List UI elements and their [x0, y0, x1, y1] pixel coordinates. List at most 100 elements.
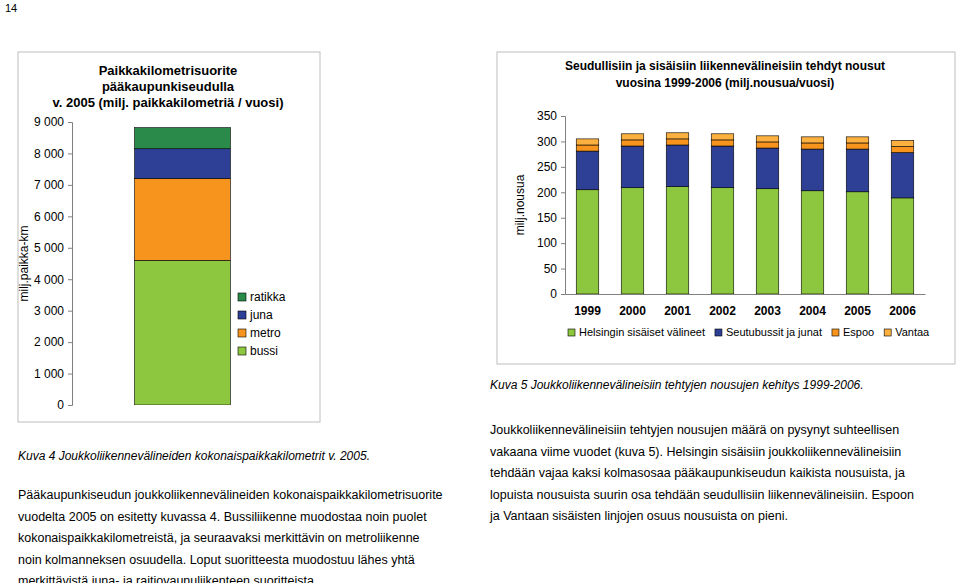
- bar: [576, 190, 599, 294]
- tick-mark: [68, 374, 72, 375]
- y-tick-label: 5 000: [34, 241, 64, 255]
- y-axis-title: milj.nousua: [513, 174, 527, 235]
- bar: [576, 151, 599, 190]
- bar: [846, 137, 869, 143]
- bar: [621, 134, 644, 140]
- bars: [135, 128, 231, 405]
- x-tick: 2001: [664, 294, 691, 318]
- bar: [135, 179, 231, 261]
- x-tick: 2004: [799, 294, 826, 318]
- legend-label: metro: [250, 326, 281, 340]
- y-tick: 200: [537, 186, 565, 200]
- bar: [621, 140, 644, 146]
- y-tick-label: 150: [537, 211, 557, 225]
- bar: [846, 143, 869, 149]
- paragraph-line: kokonaispaikkakilometreistä, ja seuraava…: [18, 531, 420, 545]
- chart-title: Paikkakilometrisuorite: [99, 63, 238, 78]
- tick-mark: [561, 167, 565, 168]
- tick-mark: [68, 248, 72, 249]
- x-tick-label: 2005: [844, 304, 871, 318]
- y-tick: 4 000: [34, 273, 72, 287]
- x-tick-label: 2003: [754, 304, 781, 318]
- legend-label: Seutubussit ja junat: [726, 326, 822, 338]
- bar: [801, 143, 824, 149]
- tick-mark: [68, 279, 72, 280]
- y-tick-label: 0: [550, 287, 557, 301]
- y-tick: 350: [537, 109, 565, 123]
- bar: [801, 137, 824, 143]
- bar: [801, 191, 824, 294]
- y-tick-label: 4 000: [34, 273, 64, 287]
- x-tick: 2005: [844, 294, 871, 318]
- bar: [756, 189, 779, 294]
- y-tick-label: 0: [57, 398, 64, 412]
- chart-title: Seudullisiin ja sisäisiin liikenneväline…: [565, 59, 885, 73]
- tick-mark: [561, 192, 565, 193]
- y-tick: 2 000: [34, 335, 72, 349]
- chart: Paikkakilometrisuoritepääkaupunkiseudull…: [17, 52, 320, 422]
- x-tick: 2000: [619, 294, 646, 318]
- x-tick-label: 2002: [709, 304, 736, 318]
- axis-line: [68, 123, 73, 406]
- y-tick-label: 1 000: [34, 367, 64, 381]
- legend-swatch: [568, 329, 575, 336]
- legend: Helsingin sisäiset välineet Seutubussit j…: [568, 326, 930, 338]
- tick-mark: [68, 405, 72, 406]
- legend-swatch: [238, 311, 246, 319]
- legend-label: Helsingin sisäiset välineet: [579, 326, 705, 338]
- bar: [135, 149, 231, 179]
- chart-panel: [18, 52, 320, 422]
- bar: [135, 128, 231, 149]
- y-tick-label: 50: [544, 262, 558, 276]
- y-tick: 3 000: [34, 304, 72, 318]
- axis-line: [566, 294, 926, 295]
- y-tick: 9 000: [34, 115, 72, 129]
- x-tick: 2003: [754, 294, 781, 318]
- legend-swatch: [715, 329, 722, 336]
- y-tick: 150: [537, 211, 565, 225]
- paragraph-line: vuodelta 2005 on esitetty kuvassa 4. Bus…: [18, 510, 427, 524]
- legend-swatch: [238, 347, 246, 355]
- tick-mark: [68, 185, 72, 186]
- x-axis: 1999 2000 2001 2002 2003 2004 2005 2006: [566, 294, 926, 318]
- bar: [801, 149, 824, 191]
- legend-label: Espoo: [843, 326, 874, 338]
- caption: Kuva 4 Joukkoliikennevälineiden kokonais…: [18, 449, 370, 463]
- bar: [576, 145, 599, 151]
- legend-swatch: [238, 329, 246, 337]
- bar: [666, 133, 689, 139]
- y-tick-label: 250: [537, 160, 557, 174]
- tick-mark: [561, 116, 565, 117]
- y-tick-label: 3 000: [34, 304, 64, 318]
- bar: [756, 136, 779, 142]
- legend: ratikkajunametrobussi: [238, 290, 286, 358]
- y-tick-label: 200: [537, 186, 557, 200]
- bar: [666, 139, 689, 145]
- chart-title: pääkaupunkiseudulla: [102, 79, 235, 94]
- y-tick-label: 7 000: [34, 178, 64, 192]
- y-tick-label: 9 000: [34, 115, 64, 129]
- bar: [891, 153, 914, 198]
- x-tick: 1999: [574, 294, 601, 318]
- tick-mark: [68, 342, 72, 343]
- y-tick-label: 6 000: [34, 210, 64, 224]
- bar: [711, 134, 734, 140]
- y-tick: 100: [537, 236, 565, 250]
- tick-mark: [561, 294, 565, 295]
- x-tick: 2006: [889, 294, 916, 318]
- x-tick-label: 2000: [619, 304, 646, 318]
- bar: [891, 198, 914, 294]
- y-tick-label: 300: [537, 135, 557, 149]
- legend-swatch: [884, 329, 891, 336]
- y-tick-label: 100: [537, 236, 557, 250]
- x-tick-label: 1999: [574, 304, 601, 318]
- page-number: 14: [5, 2, 17, 14]
- bar: [666, 145, 689, 187]
- tick-mark: [561, 141, 565, 142]
- paragraph-line: Joukkoliikennevälineisiin tehtyjen nousu…: [490, 423, 899, 437]
- chart: Seudullisiin ja sisäisiin liikenneväline…: [497, 52, 955, 364]
- y-tick: 0: [57, 398, 72, 412]
- legend-label: juna: [249, 308, 273, 322]
- x-tick: 2002: [709, 294, 736, 318]
- y-tick: 5 000: [34, 241, 72, 255]
